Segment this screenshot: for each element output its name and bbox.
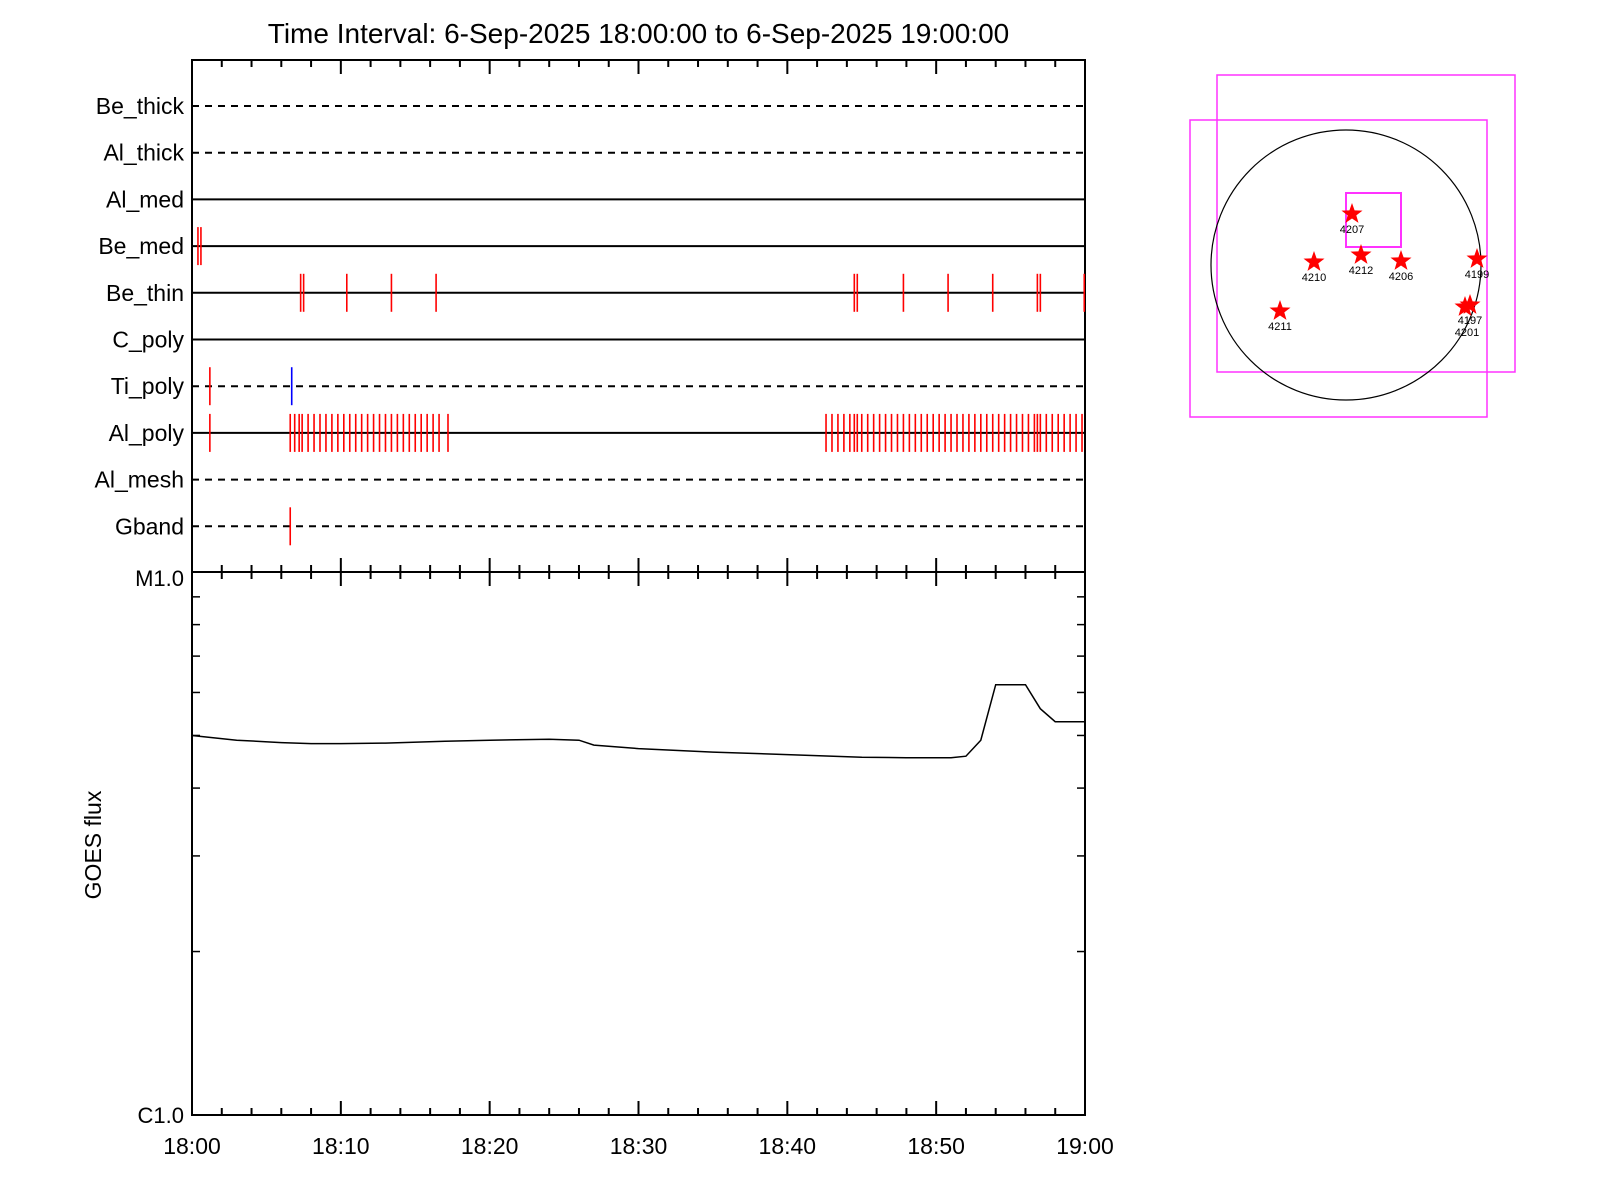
x-tick-label: 18:00	[163, 1133, 221, 1159]
x-tick-label: 18:20	[461, 1133, 519, 1159]
x-tick-label: 18:50	[907, 1133, 965, 1159]
active-region-star	[1390, 250, 1412, 270]
x-tick-label: 19:00	[1056, 1133, 1114, 1159]
active-region-label: 4201	[1455, 327, 1479, 339]
x-tick-label: 18:10	[312, 1133, 370, 1159]
fov-box-small	[1345, 192, 1402, 248]
filter-label: Gband	[115, 513, 184, 539]
x-tick-label: 18:30	[610, 1133, 668, 1159]
filter-label: Ti_poly	[111, 373, 185, 399]
goes-frame	[191, 571, 1086, 1116]
filter-label: Be_med	[98, 233, 184, 259]
active-region-label: 4211	[1268, 321, 1292, 333]
active-region-label: 4197	[1458, 315, 1482, 327]
chart-title: Time Interval: 6-Sep-2025 18:00:00 to 6-…	[268, 18, 1009, 49]
filter-label: Al_mesh	[95, 467, 184, 493]
active-region-label: 4212	[1349, 265, 1373, 277]
filter-label: Be_thick	[96, 93, 185, 119]
filter-label: Al_poly	[109, 420, 185, 446]
active-region-star	[1454, 296, 1476, 316]
timeline-frame	[191, 59, 1086, 573]
filter-label: Al_med	[106, 186, 184, 212]
fov-box	[1189, 119, 1488, 418]
y-tick-label: C1.0	[138, 1103, 184, 1128]
active-region-star	[1466, 248, 1488, 268]
active-region-label: 4207	[1340, 224, 1364, 236]
goes-flux-panel: 18:00 18:10 18:20 18:30 18:40 18:50 19:00 C1.0 M…	[80, 566, 1114, 1159]
filter-label: Be_thin	[106, 280, 184, 306]
y-tick-label: M1.0	[135, 566, 184, 591]
filter-timeline-panel: Time Interval: 6-Sep-2025 18:00:00 to 6-…	[95, 18, 1086, 573]
active-region-label: 4210	[1302, 272, 1326, 284]
solar-limb	[1210, 129, 1482, 401]
active-region-label: 4206	[1389, 271, 1413, 283]
active-region-label: 4199	[1465, 269, 1489, 281]
active-region-star	[1269, 300, 1291, 320]
active-region-star	[1350, 244, 1372, 264]
filter-label: Al_thick	[103, 140, 184, 166]
active-region-star	[1303, 251, 1325, 271]
y-axis-label: GOES flux	[80, 790, 106, 899]
goes-flux-line	[191, 683, 1085, 759]
active-region-star	[1341, 203, 1363, 223]
x-tick-label: 18:40	[759, 1133, 817, 1159]
filter-label: C_poly	[112, 327, 184, 353]
